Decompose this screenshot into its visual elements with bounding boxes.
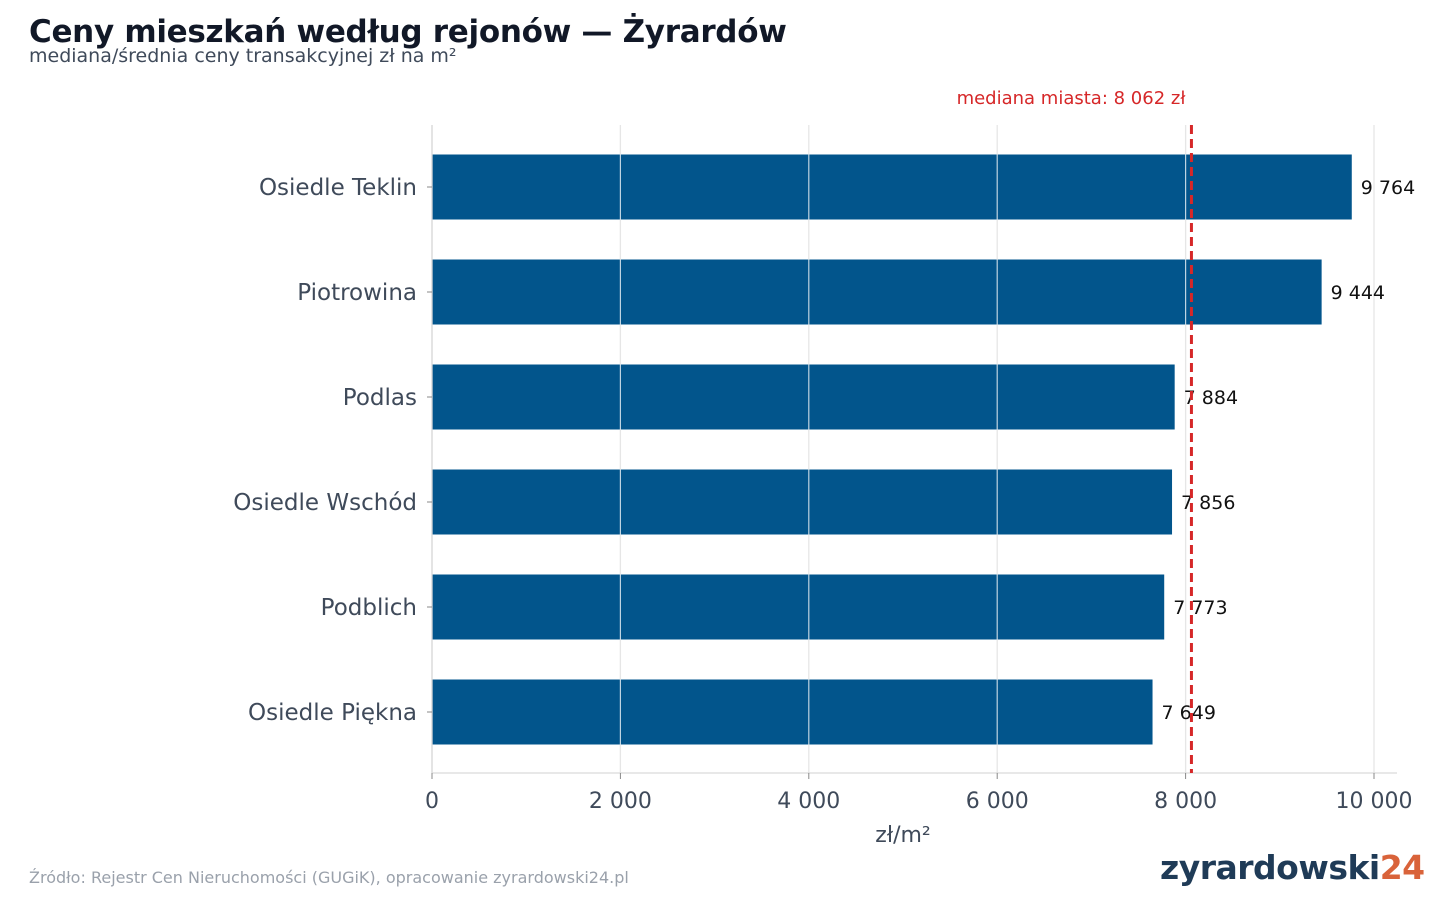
logo-accent: 24 <box>1379 848 1425 887</box>
chart-subtitle: mediana/średnia ceny transakcyjnej zł na… <box>29 45 457 67</box>
x-tick-label: 10 000 <box>1336 789 1413 814</box>
x-tick-label: 2 000 <box>589 789 652 814</box>
category-label: Osiedle Wschód <box>233 490 417 516</box>
bar <box>432 679 1153 745</box>
logo-text: zyrardowski <box>1160 848 1380 887</box>
bar <box>432 364 1175 430</box>
category-label: Podlas <box>343 385 417 411</box>
category-label: Podblich <box>321 595 417 621</box>
x-tick-label: 0 <box>425 789 439 814</box>
chart-title: Ceny mieszkań według rejonów — Żyrardów <box>29 14 787 50</box>
category-label: Osiedle Teklin <box>259 175 417 201</box>
bar <box>432 469 1173 535</box>
source-note: Źródło: Rejestr Cen Nieruchomości (GUGiK… <box>29 868 629 887</box>
x-tick-label: 4 000 <box>777 789 840 814</box>
bar <box>432 259 1322 325</box>
value-label: 7 649 <box>1162 702 1216 724</box>
bar <box>432 154 1352 220</box>
x-tick-label: 8 000 <box>1154 789 1217 814</box>
value-label: 7 773 <box>1173 597 1227 619</box>
category-label: Osiedle Piękna <box>248 700 417 726</box>
value-label: 9 764 <box>1361 177 1415 199</box>
value-label: 9 444 <box>1331 282 1385 304</box>
value-label: 7 856 <box>1181 492 1235 514</box>
x-axis-title: zł/m² <box>875 823 930 848</box>
x-tick-label: 6 000 <box>966 789 1029 814</box>
category-label: Piotrowina <box>297 280 417 306</box>
bar <box>432 574 1165 640</box>
median-reference-label: mediana miasta: 8 062 zł <box>957 88 1187 109</box>
brand-logo: zyrardowski24 <box>1160 848 1425 887</box>
value-label: 7 884 <box>1184 387 1238 409</box>
